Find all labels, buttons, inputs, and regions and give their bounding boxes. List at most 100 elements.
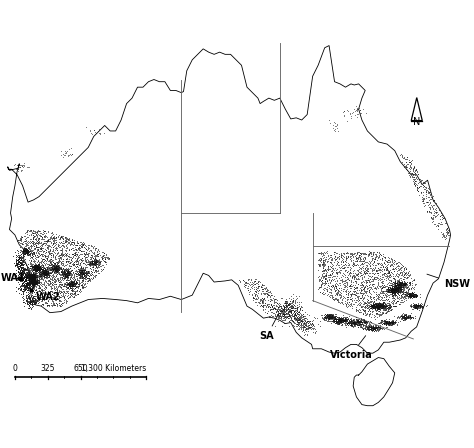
Point — [34, 266, 42, 273]
Point — [34, 265, 41, 272]
Point — [332, 265, 339, 272]
Point — [355, 292, 362, 299]
Point — [64, 269, 72, 276]
Point — [371, 323, 378, 331]
Point — [33, 298, 40, 306]
Point — [353, 316, 360, 323]
Point — [374, 267, 381, 274]
Point — [366, 309, 374, 316]
Point — [389, 284, 396, 292]
Point — [50, 268, 58, 276]
Point — [63, 274, 71, 281]
Point — [337, 321, 345, 328]
Point — [54, 295, 61, 302]
Point — [366, 324, 374, 331]
Point — [292, 314, 299, 321]
Point — [389, 265, 397, 272]
Point — [388, 285, 395, 293]
Point — [401, 280, 409, 288]
Point — [44, 267, 51, 274]
Point — [29, 269, 37, 276]
Point — [91, 126, 98, 134]
Point — [78, 272, 86, 280]
Point — [43, 260, 50, 267]
Point — [347, 290, 355, 297]
Point — [65, 283, 73, 290]
Point — [254, 284, 261, 292]
Point — [353, 252, 360, 259]
Point — [40, 267, 48, 274]
Point — [398, 283, 405, 290]
Point — [367, 324, 374, 331]
Point — [319, 251, 327, 258]
Point — [59, 293, 67, 300]
Point — [43, 268, 51, 276]
Point — [24, 247, 31, 254]
Point — [324, 312, 331, 319]
Point — [22, 284, 29, 291]
Point — [372, 299, 379, 306]
Point — [30, 278, 37, 285]
Point — [14, 260, 21, 267]
Point — [61, 243, 68, 250]
Point — [401, 288, 409, 295]
Point — [24, 271, 32, 278]
Point — [357, 265, 365, 272]
Point — [25, 305, 33, 312]
Point — [53, 264, 61, 271]
Point — [370, 257, 378, 264]
Point — [347, 250, 355, 258]
Point — [382, 254, 389, 262]
Point — [326, 314, 334, 321]
Point — [361, 318, 368, 325]
Point — [398, 281, 405, 288]
Point — [73, 270, 81, 277]
Point — [419, 305, 426, 312]
Point — [390, 266, 397, 273]
Point — [289, 318, 297, 325]
Point — [385, 285, 392, 293]
Point — [387, 284, 395, 292]
Point — [364, 267, 372, 275]
Point — [275, 302, 283, 309]
Point — [19, 269, 27, 276]
Point — [76, 246, 84, 254]
Point — [350, 260, 358, 267]
Point — [384, 301, 392, 308]
Point — [90, 257, 97, 264]
Point — [82, 269, 89, 276]
Point — [367, 325, 375, 332]
Point — [399, 280, 407, 287]
Point — [30, 271, 37, 279]
Point — [351, 317, 358, 324]
Point — [34, 253, 42, 260]
Point — [383, 288, 391, 295]
Point — [69, 280, 76, 287]
Point — [15, 255, 23, 262]
Point — [367, 257, 374, 264]
Point — [24, 272, 31, 280]
Point — [386, 254, 393, 261]
Point — [73, 255, 81, 263]
Point — [293, 313, 301, 320]
Point — [32, 266, 39, 273]
Point — [29, 280, 36, 287]
Point — [395, 284, 402, 291]
Point — [24, 248, 32, 255]
Point — [29, 279, 36, 286]
Point — [32, 271, 40, 278]
Point — [75, 287, 82, 294]
Point — [445, 231, 452, 238]
Point — [90, 271, 97, 278]
Point — [343, 298, 351, 306]
Point — [24, 274, 32, 281]
Point — [251, 291, 259, 298]
Point — [392, 316, 399, 323]
Point — [93, 260, 100, 267]
Point — [371, 324, 379, 332]
Point — [347, 291, 355, 298]
Point — [30, 266, 37, 273]
Point — [253, 296, 260, 303]
Point — [390, 285, 398, 292]
Point — [392, 289, 400, 296]
